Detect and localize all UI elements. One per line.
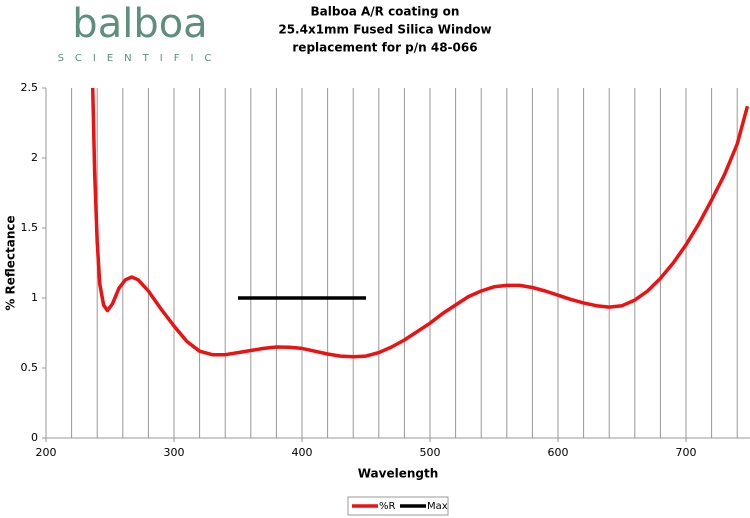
x-tick-label: 200 — [36, 446, 57, 459]
y-tick-label: 0 — [31, 431, 38, 444]
y-tick-label: 1.5 — [21, 221, 39, 234]
line-series — [90, 88, 749, 359]
legend-label: Max — [427, 501, 448, 512]
chart-title: 25.4x1mm Fused Silica Window — [278, 23, 491, 37]
x-tick-label: 300 — [164, 446, 185, 459]
logo-sub: SCIENTIFIC — [58, 53, 223, 64]
plot-area — [90, 88, 749, 359]
x-tick-label: 600 — [548, 446, 569, 459]
x-tick-label: 400 — [292, 446, 313, 459]
chart-title: replacement for p/n 48-066 — [292, 41, 477, 55]
y-tick-label: 2.5 — [21, 81, 39, 94]
x-tick-label: 700 — [676, 446, 697, 459]
x-axis-label: Wavelength — [358, 467, 439, 481]
legend: %R Max — [347, 496, 449, 516]
y-tick-label: 2 — [31, 151, 38, 164]
chart-title: Balboa A/R coating on — [311, 5, 460, 19]
legend-box — [347, 496, 449, 516]
y-tick-label: 0.5 — [21, 361, 39, 374]
x-tick-label: 500 — [420, 446, 441, 459]
legend-label: %R — [379, 501, 396, 512]
y-axis-label: % Reflectance — [4, 215, 18, 310]
y-tick-label: 1 — [31, 291, 38, 304]
logo-name: balboa — [72, 1, 207, 47]
